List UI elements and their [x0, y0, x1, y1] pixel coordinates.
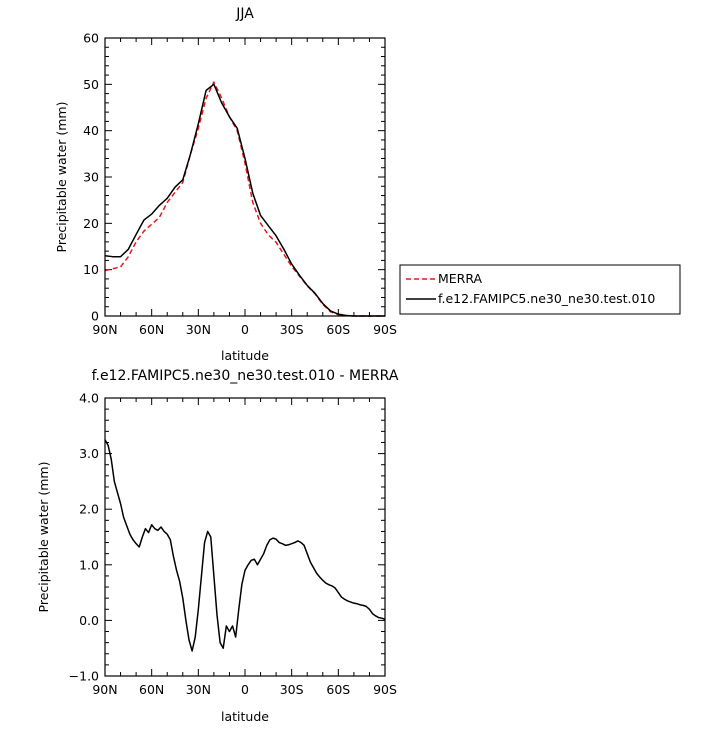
chart-top: JJA Precipitable water (mm) latitude 90N…: [54, 6, 397, 363]
tick-layer: 90N 60N 30N 0 30S 60S 90S 0 10 20 30 40 50 60: [83, 31, 397, 338]
y-tick-label: 1.0: [79, 557, 99, 572]
series-layer: [104, 439, 386, 652]
x-tick-label: 90N: [92, 682, 117, 697]
x-tick-label: 30N: [186, 322, 211, 337]
x-tick-label: 60S: [326, 682, 350, 697]
x-tick-label: 90N: [92, 322, 117, 337]
x-tick-label: 60S: [326, 322, 350, 337]
x-axis-label: latitude: [221, 709, 269, 724]
y-tick-label: 30: [83, 170, 99, 185]
x-tick-label: 30S: [280, 682, 304, 697]
x-tick-label: 0: [241, 322, 249, 337]
x-tick-label: 30N: [186, 682, 211, 697]
y-tick-label: 10: [83, 262, 99, 277]
y-tick-label: −1.0: [69, 669, 99, 684]
x-tick-label: 0: [241, 682, 249, 697]
y-tick-label: 4.0: [79, 391, 99, 406]
y-tick-label: 0.0: [79, 613, 99, 628]
series-line-difference: [104, 439, 386, 652]
y-tick-label: 3.0: [79, 446, 99, 461]
y-axis-label: Precipitable water (mm): [54, 102, 69, 253]
plot-frame: [104, 397, 386, 677]
y-tick-label: 50: [83, 77, 99, 92]
x-tick-label: 30S: [280, 322, 304, 337]
x-tick-label: 60N: [139, 682, 164, 697]
x-tick-label: 60N: [139, 322, 164, 337]
chart-title: JJA: [235, 6, 254, 22]
chart-title: f.e12.FAMIPC5.ne30_ne30.test.010 - MERRA: [92, 368, 399, 384]
y-axis-label: Precipitable water (mm): [36, 462, 51, 613]
y-tick-label: 60: [83, 31, 99, 46]
x-tick-label: 90S: [373, 322, 397, 337]
y-tick-label: 20: [83, 216, 99, 231]
y-tick-label: 2.0: [79, 502, 99, 517]
y-tick-label: 0: [91, 309, 99, 324]
x-tick-label: 90S: [373, 682, 397, 697]
chart-bottom: f.e12.FAMIPC5.ne30_ne30.test.010 - MERRA…: [36, 368, 399, 724]
plot-frame: [104, 37, 386, 317]
y-tick-label: 40: [83, 123, 99, 138]
legend: MERRA f.e12.FAMIPC5.ne30_ne30.test.010: [399, 264, 681, 315]
series-line-merra: [104, 81, 385, 317]
legend-label-model: f.e12.FAMIPC5.ne30_ne30.test.010: [438, 291, 655, 306]
legend-label-merra: MERRA: [438, 271, 483, 286]
legend-box: [399, 264, 681, 315]
series-line-model: [104, 83, 385, 317]
tick-layer: 90N 60N 30N 0 30S 60S 90S −1.0 0.0 1.0 2.0 3.0 4.0: [69, 391, 397, 698]
x-axis-label: latitude: [221, 348, 269, 363]
series-layer: [104, 81, 385, 317]
